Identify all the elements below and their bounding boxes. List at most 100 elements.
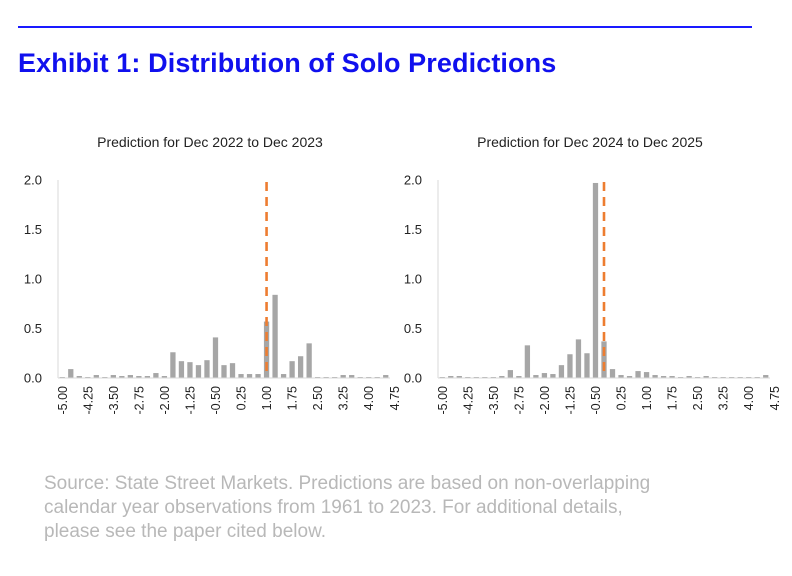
- histogram-bar: [524, 345, 531, 378]
- histogram-bar: [306, 343, 312, 378]
- x-tick-label: -4.25: [461, 386, 475, 415]
- histogram-bar: [660, 376, 667, 378]
- histogram-bar: [626, 376, 633, 378]
- y-tick-label: 1.5: [24, 222, 42, 237]
- histogram-bar: [289, 361, 295, 378]
- histogram-bar: [584, 353, 590, 378]
- histogram-bar: [635, 371, 641, 378]
- histogram-bar: [246, 374, 253, 378]
- histogram-bar: [652, 375, 658, 378]
- histogram-bar: [507, 370, 513, 378]
- x-tick-label: 3.25: [337, 386, 351, 410]
- y-tick-label: 0.0: [404, 371, 422, 386]
- histogram-bar: [280, 374, 287, 378]
- histogram-bar: [93, 375, 99, 378]
- histogram-bar: [255, 374, 261, 378]
- histogram-bar: [340, 375, 346, 378]
- histogram-bar: [136, 376, 142, 378]
- x-tick-label: -5.00: [56, 386, 70, 415]
- y-tick-label: 0.5: [24, 321, 42, 336]
- source-note: Source: State Street Markets. Prediction…: [44, 473, 651, 542]
- x-tick-label: -0.50: [209, 386, 223, 415]
- x-tick-label: -1.25: [183, 386, 197, 415]
- histogram-bar: [119, 376, 125, 378]
- y-tick-label: 1.0: [24, 272, 42, 287]
- histogram-bar: [592, 182, 599, 378]
- chart-title: Prediction for Dec 2024 to Dec 2025: [477, 134, 703, 150]
- chart-title: Prediction for Dec 2022 to Dec 2023: [97, 134, 323, 150]
- y-tick-label: 0.5: [404, 321, 422, 336]
- histogram-bar: [144, 376, 151, 378]
- histogram-bar: [238, 374, 244, 378]
- histogram-bar: [229, 363, 236, 378]
- x-tick-label: 4.75: [388, 386, 402, 410]
- x-tick-label: -2.00: [538, 386, 552, 415]
- x-tick-label: 2.50: [311, 386, 325, 410]
- histogram-bar: [763, 375, 769, 378]
- histogram-bar: [297, 356, 304, 378]
- histogram-bar: [558, 365, 565, 378]
- x-tick-label: -2.00: [158, 386, 172, 415]
- histogram-bar: [516, 376, 522, 378]
- histogram-bar: [68, 369, 74, 378]
- histogram-bar: [178, 361, 185, 378]
- x-tick-label: 3.25: [717, 386, 731, 410]
- x-tick-label: -3.50: [487, 386, 501, 415]
- histogram-bar: [643, 372, 650, 378]
- x-tick-label: 1.75: [666, 386, 680, 410]
- x-tick-label: -1.25: [563, 386, 577, 415]
- histogram-bar: [195, 365, 202, 378]
- x-tick-label: 4.00: [362, 386, 376, 410]
- chart-panel-2: Prediction for Dec 2024 to Dec 2025 0.0 0.…: [404, 134, 782, 415]
- x-tick-label: -5.00: [436, 386, 450, 415]
- histogram-bar: [76, 376, 82, 378]
- histogram-bar: [110, 375, 116, 378]
- top-accent-rule: [18, 26, 752, 28]
- x-tick-label: 1.00: [260, 386, 274, 410]
- histogram-bar: [456, 376, 462, 378]
- y-tick-label: 1.5: [404, 222, 422, 237]
- histogram-bar: [212, 337, 219, 378]
- x-tick-label: 2.50: [691, 386, 705, 410]
- histogram-bar: [153, 373, 159, 378]
- x-tick-label: -2.75: [132, 386, 146, 415]
- histogram-bar: [170, 352, 176, 378]
- histogram-bar: [618, 375, 624, 378]
- histogram-bar: [550, 374, 556, 378]
- x-tick-label: 4.75: [768, 386, 782, 410]
- histogram-bar: [499, 376, 505, 378]
- histogram-bar: [221, 365, 227, 378]
- histogram-bar: [272, 294, 278, 378]
- y-tick-label: 1.0: [404, 272, 422, 287]
- histogram-bar: [448, 376, 454, 378]
- histogram-bar: [669, 376, 675, 378]
- histogram-bar: [601, 341, 607, 378]
- histogram-bar: [541, 373, 548, 378]
- histogram-bar: [204, 360, 210, 378]
- histogram-bar: [187, 362, 193, 378]
- histogram-bar: [686, 376, 692, 378]
- x-tick-label: 0.25: [615, 386, 629, 410]
- x-tick-label: 1.00: [640, 386, 654, 410]
- histogram-bar: [533, 375, 539, 378]
- histogram-bar: [349, 375, 355, 378]
- y-tick-label: 2.0: [404, 173, 422, 188]
- histogram-bar: [575, 339, 582, 378]
- x-tick-label: 1.75: [286, 386, 300, 410]
- histogram-bar: [609, 369, 616, 378]
- exhibit-title: Exhibit 1: Distribution of Solo Predicti…: [18, 48, 557, 78]
- x-tick-label: -3.50: [107, 386, 121, 415]
- histogram-bar: [703, 376, 709, 378]
- histogram-bar: [161, 376, 168, 378]
- histogram-bar: [383, 375, 389, 378]
- y-tick-label: 0.0: [24, 371, 42, 386]
- histogram-bar: [567, 354, 573, 378]
- x-tick-label: 4.00: [742, 386, 756, 410]
- y-tick-label: 2.0: [24, 173, 42, 188]
- histogram-bar: [127, 375, 133, 378]
- x-tick-label: -4.25: [81, 386, 95, 415]
- chart-panel-1: Prediction for Dec 2022 to Dec 2023 0.0 0.…: [24, 134, 402, 415]
- x-tick-label: -0.50: [589, 386, 603, 415]
- x-tick-label: 0.25: [235, 386, 249, 410]
- x-tick-label: -2.75: [512, 386, 526, 415]
